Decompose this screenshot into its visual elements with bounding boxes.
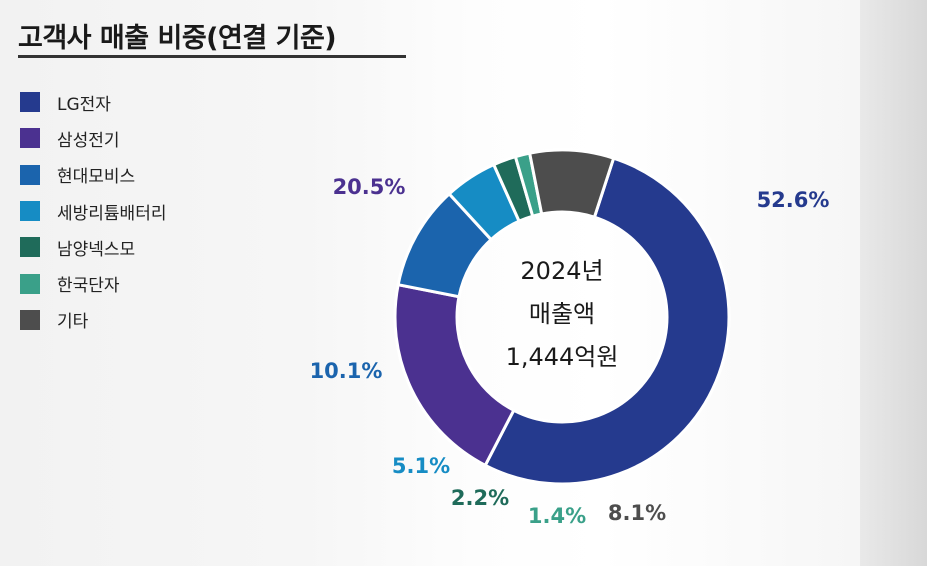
slice-percent-label: 52.6% <box>757 188 830 212</box>
legend-item: 세방리튬배터리 <box>20 193 166 229</box>
legend-swatch <box>20 273 40 294</box>
slice-percent-label: 5.1% <box>392 454 450 478</box>
slice-percent-label: 10.1% <box>310 359 383 383</box>
slice-percent-label: 1.4% <box>528 504 586 528</box>
legend-label: 삼성전기 <box>57 130 120 151</box>
legend-swatch <box>20 164 40 185</box>
legend-item: 기타 <box>20 302 166 338</box>
donut-slice-2 <box>393 282 516 468</box>
legend-label: 남양넥스모 <box>57 239 136 260</box>
legend-item: 현대모비스 <box>20 157 166 193</box>
legend-item: 한국단자 <box>20 265 166 301</box>
legend-item: 삼성전기 <box>20 120 166 156</box>
legend-swatch <box>20 92 40 113</box>
legend-label: 현대모비스 <box>57 167 136 188</box>
legend-swatch <box>20 128 40 149</box>
slice-percent-label: 20.5% <box>333 175 406 199</box>
legend-item: 남양넥스모 <box>20 229 166 265</box>
title-underline <box>18 55 406 58</box>
legend-swatch <box>20 201 40 222</box>
center-text-line: 1,444억원 <box>506 343 619 371</box>
legend-item: LG전자 <box>20 84 166 120</box>
slice-percent-label: 2.2% <box>451 486 509 510</box>
donut-slice-7 <box>527 148 616 220</box>
center-text-line: 매출액 <box>529 300 595 328</box>
legend: LG전자 삼성전기 현대모비스 세방리튬배터리 남양넥스모 한국단자 기타 <box>20 84 166 338</box>
legend-label: 세방리튬배터리 <box>57 203 167 224</box>
donut-slice-1 <box>483 156 731 486</box>
legend-label: LG전자 <box>57 94 111 115</box>
slice-percent-label: 8.1% <box>608 501 666 525</box>
legend-swatch <box>20 309 40 330</box>
center-text-line: 2024년 <box>520 257 603 285</box>
legend-label: 한국단자 <box>57 276 120 297</box>
legend-label: 기타 <box>57 312 89 333</box>
legend-swatch <box>20 237 40 258</box>
chart-title: 고객사 매출 비중(연결 기준) <box>18 23 337 54</box>
right-edge-band <box>860 0 927 566</box>
